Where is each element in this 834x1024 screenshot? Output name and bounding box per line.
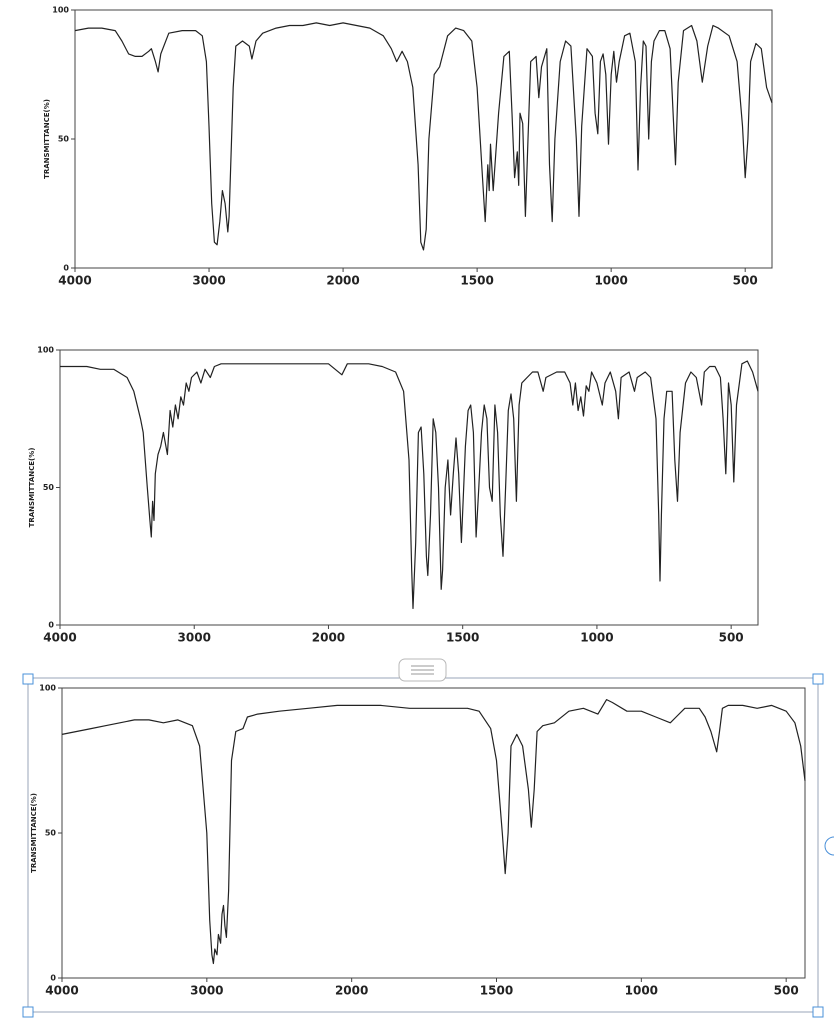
x-tick-label: 4000 xyxy=(45,984,78,998)
x-tick-label: 1500 xyxy=(460,274,493,288)
y-axis-label: TRANSMITTANCE(%) xyxy=(28,448,36,528)
plot-frame xyxy=(59,349,759,626)
x-tick-label: 3000 xyxy=(192,274,225,288)
x-tick-label: 4000 xyxy=(58,274,91,288)
x-tick-label: 1500 xyxy=(446,631,479,645)
selection-frame xyxy=(27,677,819,1013)
y-tick-label: 100 xyxy=(37,346,54,355)
resize-handle[interactable] xyxy=(22,673,34,685)
y-axis-label: TRANSMITTANCE(%) xyxy=(30,793,38,873)
y-tick-label: 100 xyxy=(52,6,69,15)
y-tick-label: 0 xyxy=(50,974,56,983)
y-tick-label: 50 xyxy=(58,135,70,144)
y-axis-label: TRANSMITTANCE(%) xyxy=(43,99,51,179)
x-tick-label: 500 xyxy=(733,274,758,288)
resize-handle[interactable] xyxy=(812,673,824,685)
resize-handle[interactable] xyxy=(22,1006,34,1018)
x-tick-label: 2000 xyxy=(326,274,359,288)
resize-handle[interactable] xyxy=(812,1006,824,1018)
plot-frame xyxy=(74,9,773,269)
x-tick-label: 1000 xyxy=(594,274,627,288)
x-tick-label: 3000 xyxy=(178,631,211,645)
y-tick-label: 50 xyxy=(43,483,55,492)
spectrum-line xyxy=(61,698,806,965)
y-tick-label: 0 xyxy=(63,264,69,273)
x-tick-label: 2000 xyxy=(312,631,345,645)
x-tick-label: 1500 xyxy=(480,984,513,998)
rotate-handle[interactable] xyxy=(824,836,834,856)
x-tick-label: 1000 xyxy=(625,984,658,998)
y-tick-label: 50 xyxy=(45,829,57,838)
spectrum-line xyxy=(74,22,773,251)
x-tick-label: 1000 xyxy=(580,631,613,645)
x-tick-label: 500 xyxy=(774,984,799,998)
y-tick-label: 100 xyxy=(39,684,56,693)
x-tick-label: 3000 xyxy=(190,984,223,998)
x-tick-label: 4000 xyxy=(43,631,76,645)
y-tick-label: 0 xyxy=(48,621,54,630)
spectrum-line xyxy=(60,360,759,610)
plot-frame xyxy=(61,687,806,979)
x-tick-label: 500 xyxy=(719,631,744,645)
x-tick-label: 2000 xyxy=(335,984,368,998)
